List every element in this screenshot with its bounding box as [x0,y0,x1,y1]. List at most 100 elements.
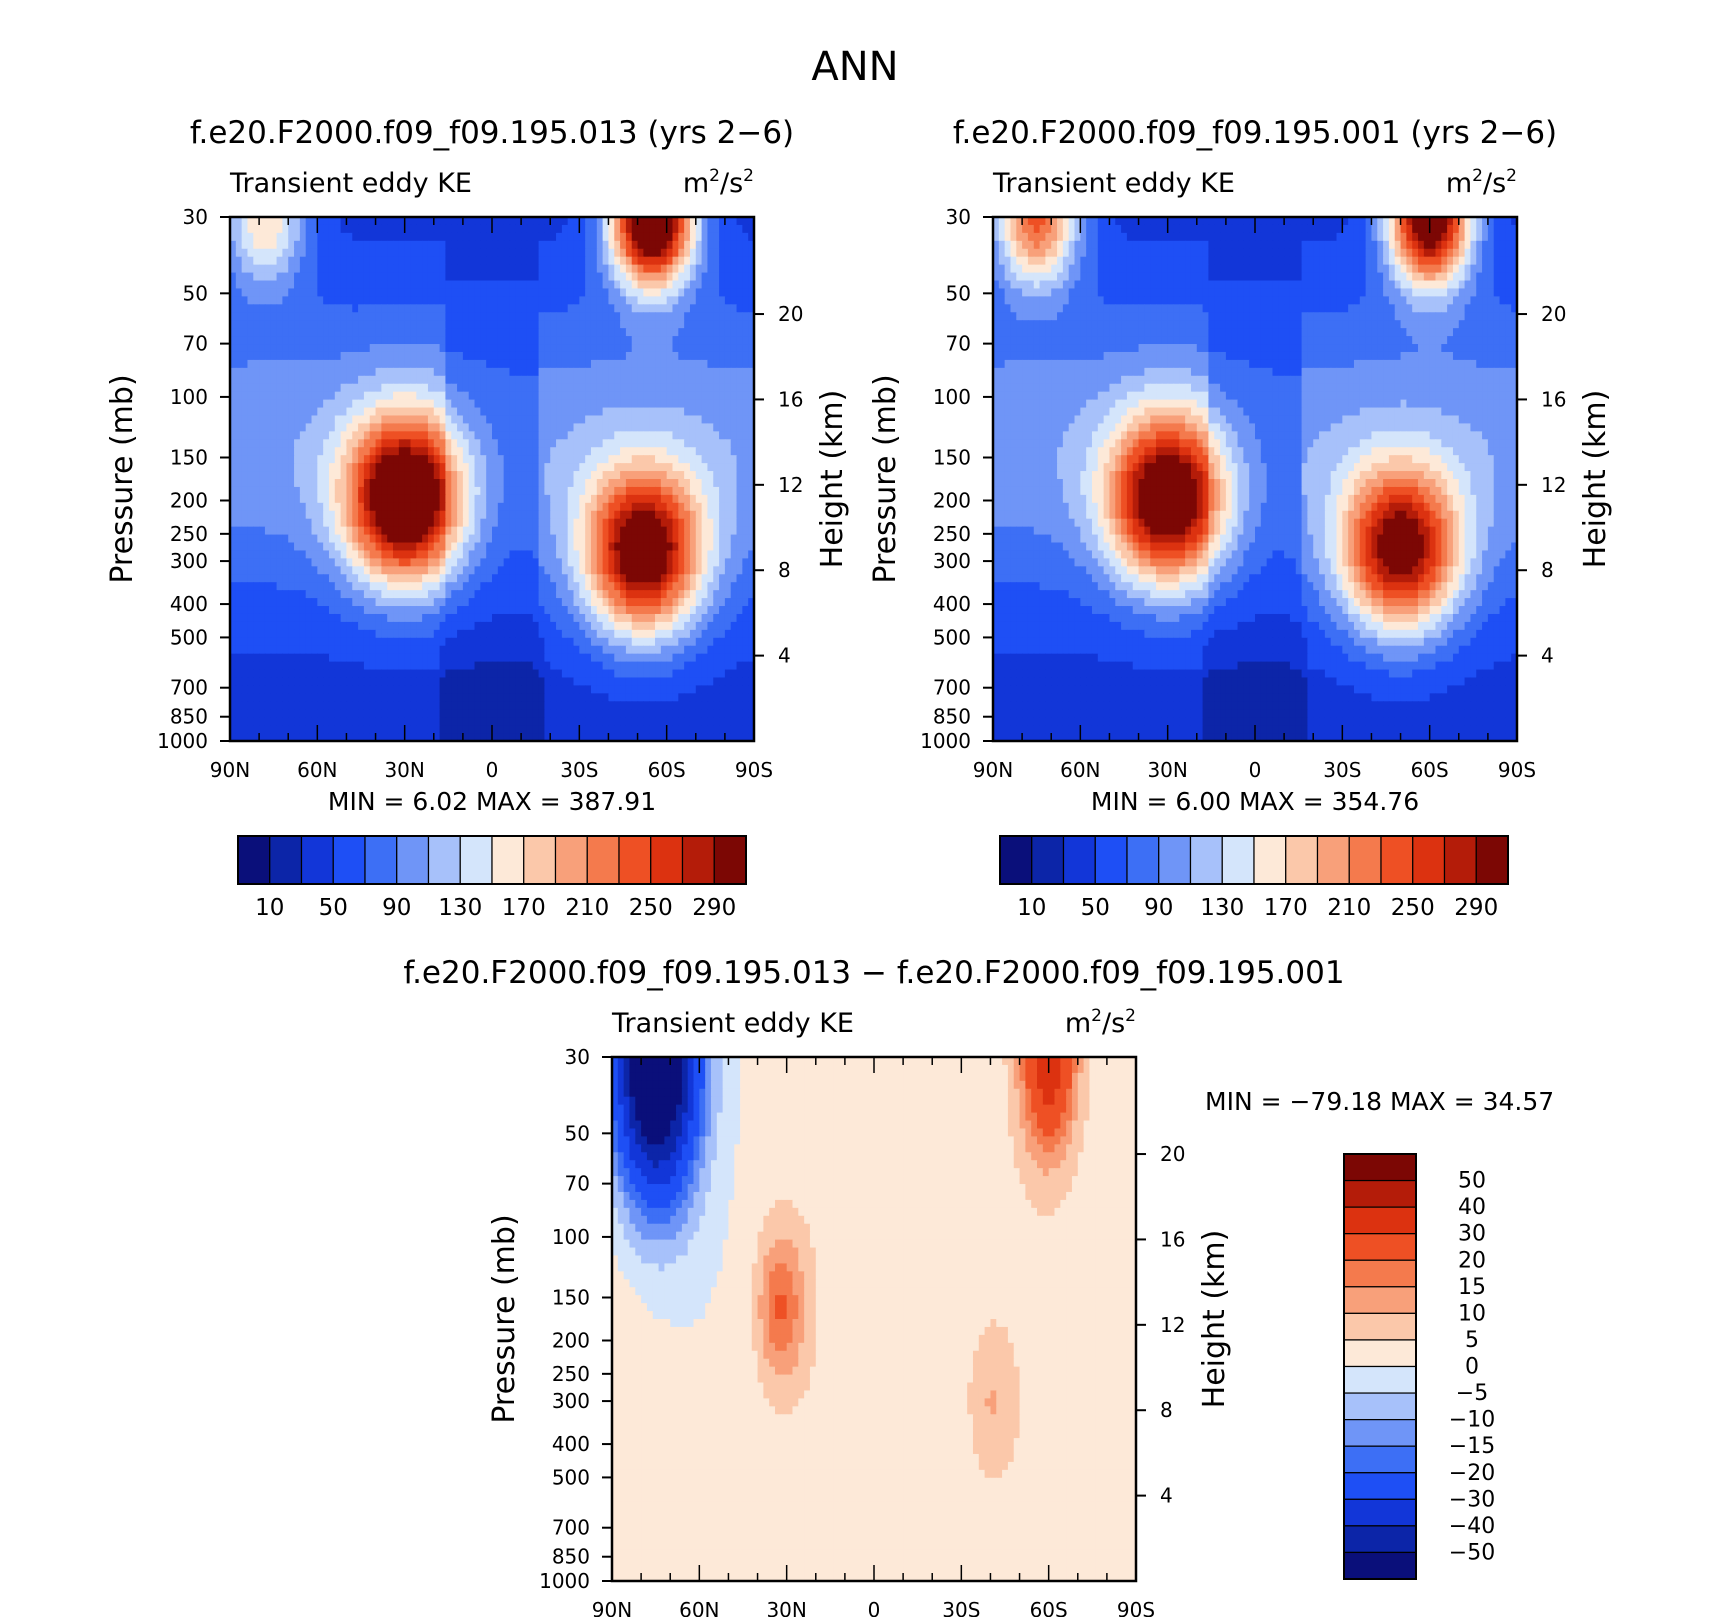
contour-cell [241,502,249,512]
contour-cell [404,280,412,290]
contour-cell [497,351,505,361]
contour-cell [264,383,272,393]
contour-cell [573,598,580,607]
contour-cell [497,296,505,305]
contour-cell [509,336,516,345]
contour-cell [544,479,551,488]
contour-cell [340,328,348,337]
contour-cell [369,479,377,488]
contour-cell [678,566,685,575]
contour-cell [719,256,726,266]
contour-cell [736,288,743,297]
contour-cell [561,415,569,425]
contour-cell [282,606,289,615]
contour-cell [358,518,365,528]
contour-cell [439,558,447,567]
contour-cell [468,590,476,599]
contour-cell [521,383,528,393]
contour-cell [352,296,359,305]
contour-cell [299,272,307,282]
contour-cell [556,629,563,639]
contour-cell [521,431,528,440]
contour-cell [631,431,639,440]
contour-cell [596,455,604,464]
contour-cell [620,217,627,226]
contour-cell [532,606,540,615]
contour-cell [515,264,522,274]
contour-cell [299,375,307,385]
contour-cell [305,582,313,591]
contour-cell [736,510,743,520]
contour-cell [230,534,237,544]
contour-cell [264,613,272,623]
contour-cell [643,344,650,353]
contour-cell [596,439,604,448]
contour-cell [346,447,353,456]
contour-cell [532,240,540,250]
contour-cell [311,351,318,361]
contour-cell [515,447,522,456]
contour-cell [550,280,557,290]
contour-cell [404,328,412,337]
contour-cell [666,320,674,329]
contour-cell [742,423,749,432]
contour-cell [422,518,429,528]
contour-cell [305,526,313,536]
contour-cell [701,288,709,297]
contour-cell [509,606,516,615]
contour-cell [294,407,301,417]
contour-cell [352,336,359,345]
contour-cell [305,431,313,440]
contour-cell [497,240,505,250]
contour-cell [573,494,580,504]
contour-cell [270,383,278,393]
contour-cell [625,542,633,552]
contour-cell [649,566,656,575]
contour-cell [358,447,365,456]
contour-cell [259,407,266,417]
contour-cell [724,590,732,599]
contour-cell [288,510,295,520]
contour-cell [422,217,429,226]
contour-cell [590,336,598,345]
contour-cell [643,486,650,496]
contour-cell [573,407,580,417]
contour-cell [363,431,371,440]
contour-cell [585,637,592,647]
contour-cell [352,423,359,432]
contour-cell [602,359,610,369]
contour-cell [358,494,365,504]
contour-cell [358,590,365,599]
contour-cell [358,328,365,337]
contour-cell [666,463,674,472]
contour-cell [719,582,726,591]
contour-cell [474,550,481,559]
contour-cell [247,574,254,583]
contour-cell [410,574,417,583]
contour-cell [503,455,511,464]
contour-cell [393,431,400,440]
contour-cell [294,423,301,432]
contour-cell [427,447,435,456]
contour-cell [427,359,435,369]
contour-cell [649,542,656,552]
contour-cell [393,367,400,377]
contour-cell [748,613,754,623]
contour-cell [410,399,417,409]
contour-cell [311,494,318,504]
contour-cell [294,510,301,520]
contour-cell [637,629,644,639]
contour-cell [521,288,528,297]
contour-cell [724,463,732,472]
contour-cell [666,304,674,313]
contour-cell [561,455,569,464]
contour-cell [358,558,365,567]
contour-cell [544,407,551,417]
contour-cell [340,399,348,409]
contour-cell [620,431,627,440]
contour-cell [393,415,400,425]
contour-cell [503,312,511,321]
contour-cell [468,629,476,639]
contour-cell [672,574,679,583]
contour-cell [672,518,679,528]
